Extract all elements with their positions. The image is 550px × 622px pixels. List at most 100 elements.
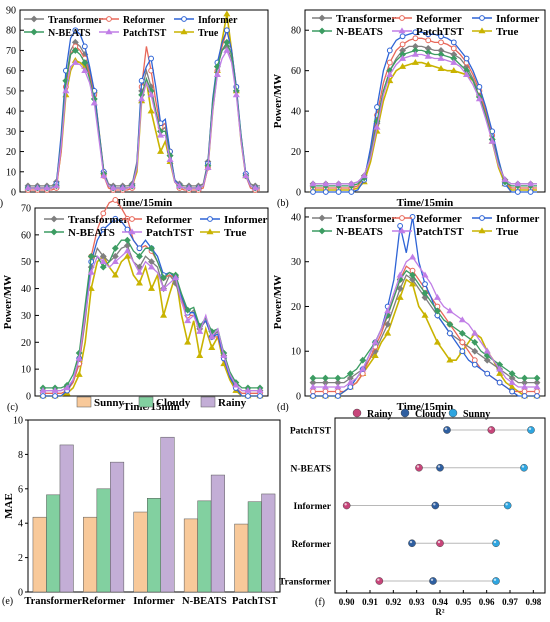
legend-label-Informer: Informer — [224, 214, 267, 226]
marker-Transformer — [50, 215, 58, 223]
marker-N-BEATS — [111, 244, 119, 252]
y-tick-label: PatchTST — [290, 427, 332, 437]
marker-Informer — [40, 393, 46, 399]
marker-Informer — [527, 189, 534, 195]
series-line-N-BEATS — [28, 40, 260, 189]
y-tick-label: 10 — [21, 365, 31, 376]
point-highlight — [437, 540, 441, 544]
marker-True — [437, 65, 445, 71]
marker-N-BEATS — [322, 374, 329, 382]
marker-PatchTST — [475, 95, 483, 102]
marker-True — [135, 279, 143, 286]
legend-label-True: True — [496, 226, 519, 238]
panel-label: (a) — [0, 198, 3, 209]
marker-PatchTST — [359, 365, 367, 372]
marker-PatchTST — [371, 338, 379, 345]
y-tick-label: 30 — [291, 257, 301, 268]
marker-True — [123, 252, 131, 259]
marker-True — [409, 280, 417, 287]
marker-PatchTST — [109, 184, 117, 191]
marker-PatchTST — [242, 172, 250, 179]
legend-label-N-BEATS: N-BEATS — [48, 28, 91, 39]
marker-True — [421, 311, 429, 318]
marker-PatchTST — [386, 71, 394, 78]
y-axis-label: Power/MW — [2, 275, 14, 329]
marker-True — [208, 344, 216, 350]
marker-True — [111, 271, 119, 278]
legend-swatch-Sunny — [448, 408, 458, 418]
point-Rainy-Reformer — [436, 539, 444, 548]
marker-True — [147, 284, 156, 291]
marker-PatchTST — [501, 176, 509, 183]
marker-PatchTST — [334, 383, 342, 390]
marker-Transformer — [318, 14, 326, 22]
marker-PatchTST — [533, 383, 541, 390]
marker-Informer — [412, 29, 419, 36]
marker-True — [450, 67, 458, 73]
marker-PatchTST — [24, 184, 32, 191]
y-tick-label: 0 — [296, 188, 301, 199]
marker-Informer — [397, 223, 404, 229]
bar-Cloudy-Transformer — [46, 494, 61, 593]
series-line-Reformer — [313, 37, 537, 189]
marker-PatchTST — [399, 54, 407, 61]
marker-PatchTST — [409, 253, 417, 260]
marker-Transformer — [30, 15, 38, 23]
point-Sunny-Transformer — [492, 577, 500, 585]
marker-PatchTST — [521, 383, 529, 390]
marker-N-BEATS — [334, 374, 342, 382]
panel-label: (b) — [277, 198, 289, 209]
marker-PatchTST — [446, 307, 454, 314]
point-Rainy-Informer — [342, 501, 351, 510]
legend-label-PatchTST: PatchTST — [416, 26, 464, 38]
panel-(e): 0 2 4 6 8 10 MAE Transformer Reformer Informer N-B… — [2, 396, 281, 607]
marker-N-BEATS — [123, 236, 131, 244]
marker-N-BEATS — [81, 59, 89, 67]
y-tick-label: 40 — [291, 107, 301, 118]
marker-Reformer — [399, 215, 405, 221]
marker-PatchTST — [63, 384, 71, 391]
y-tick-label: 10 — [291, 347, 301, 358]
marker-Informer — [425, 31, 432, 38]
legend-label-PatchTST: PatchTST — [146, 227, 194, 239]
marker-PatchTST — [75, 354, 83, 361]
marker-PatchTST — [232, 381, 240, 388]
marker-PatchTST — [128, 182, 136, 189]
marker-N-BEATS — [318, 27, 326, 35]
marker-PatchTST — [184, 317, 192, 324]
marker-PatchTST — [322, 180, 330, 187]
marker-N-BEATS — [71, 47, 79, 54]
legend-label-PatchTST: PatchTST — [123, 28, 167, 39]
marker-Transformer — [471, 347, 479, 355]
plot-frame — [34, 207, 269, 397]
marker-Informer — [335, 189, 342, 195]
marker-N-BEATS — [99, 263, 107, 271]
y-tick-label: Reformer — [291, 540, 331, 550]
panel-label: (f) — [315, 597, 325, 608]
marker-Reformer — [450, 45, 457, 52]
x-tick-label: Informer — [133, 596, 175, 607]
bar-Cloudy-N-BEATS — [197, 500, 212, 593]
marker-Informer — [72, 27, 79, 34]
marker-PatchTST — [196, 327, 204, 334]
bar-Cloudy-Informer — [147, 498, 161, 593]
marker-N-BEATS — [421, 289, 429, 297]
point-Rainy-Transformer — [375, 577, 384, 585]
legend-label-N-BEATS: N-BEATS — [336, 26, 383, 38]
x-tick-label: 0.96 — [479, 597, 495, 607]
y-tick-label: 80 — [291, 26, 301, 37]
marker-Informer — [479, 15, 485, 21]
bar-Sunny-N-BEATS — [183, 518, 198, 593]
point-highlight — [377, 578, 380, 581]
y-tick-label: 40 — [21, 284, 31, 295]
legend-label-Sunny: Sunny — [463, 409, 490, 420]
panel-(f): 0.90 0.91 0.92 0.93 0.94 0.95 0.96 0.97 0.98 R² (f… — [279, 408, 546, 617]
marker-N-BEATS — [87, 252, 95, 260]
marker-True — [399, 63, 407, 69]
y-tick-label: 30 — [6, 127, 16, 138]
y-tick-label: 2 — [18, 553, 23, 564]
panel-(d): 0 10 20 30 40 Time/15min Power/MW (d) Transforme… — [272, 207, 546, 413]
legend-label-Transformer: Transformer — [336, 13, 396, 25]
marker-N-BEATS — [318, 227, 326, 235]
marker-True — [160, 311, 168, 318]
